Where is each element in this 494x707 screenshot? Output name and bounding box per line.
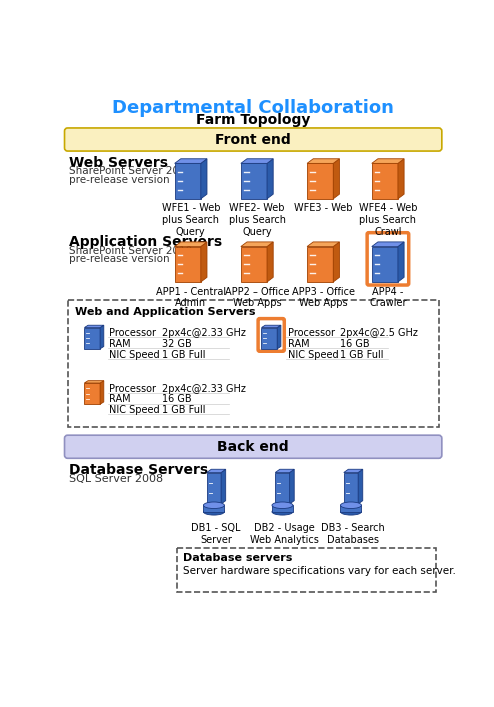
Ellipse shape — [204, 502, 224, 508]
Text: DB1 - SQL
Server: DB1 - SQL Server — [192, 523, 241, 544]
Text: APP3 - Office
Web Apps: APP3 - Office Web Apps — [292, 286, 355, 308]
Text: 2px4c@2.5 GHz: 2px4c@2.5 GHz — [340, 328, 418, 338]
Polygon shape — [372, 247, 398, 282]
Ellipse shape — [272, 502, 293, 508]
Text: Web and Application Servers: Web and Application Servers — [75, 307, 256, 317]
Polygon shape — [333, 242, 339, 282]
Polygon shape — [204, 506, 224, 512]
Text: RAM: RAM — [288, 339, 309, 349]
Text: WFE1 - Web
plus Search
Query: WFE1 - Web plus Search Query — [162, 204, 220, 237]
Ellipse shape — [340, 508, 362, 515]
Text: WFE3 - Web: WFE3 - Web — [294, 204, 353, 214]
Polygon shape — [175, 242, 207, 247]
Text: pre-release version: pre-release version — [69, 255, 170, 264]
Polygon shape — [241, 247, 267, 282]
Polygon shape — [272, 506, 293, 512]
Text: 1 GB Full: 1 GB Full — [162, 405, 205, 415]
Text: Departmental Collaboration: Departmental Collaboration — [112, 99, 394, 117]
Polygon shape — [333, 159, 339, 199]
Text: Processor: Processor — [109, 328, 156, 338]
Text: Farm Topology: Farm Topology — [196, 112, 310, 127]
Text: APP2 – Office
Web Apps: APP2 – Office Web Apps — [225, 286, 289, 308]
Text: Database Servers: Database Servers — [69, 463, 208, 477]
Ellipse shape — [272, 508, 293, 515]
Polygon shape — [277, 325, 281, 349]
Text: SharePoint Server 2010: SharePoint Server 2010 — [69, 246, 192, 256]
Polygon shape — [344, 469, 363, 472]
Polygon shape — [267, 242, 273, 282]
FancyBboxPatch shape — [177, 548, 436, 592]
Text: 16 GB: 16 GB — [162, 395, 191, 404]
Text: DB2 - Usage
Web Analytics: DB2 - Usage Web Analytics — [250, 523, 319, 544]
FancyBboxPatch shape — [65, 128, 442, 151]
Text: 2px4c@2.33 GHz: 2px4c@2.33 GHz — [162, 384, 246, 394]
Text: RAM: RAM — [109, 339, 131, 349]
Polygon shape — [84, 327, 100, 349]
Polygon shape — [307, 247, 333, 282]
Polygon shape — [206, 469, 226, 472]
Text: WFE2- Web
plus Search
Query: WFE2- Web plus Search Query — [229, 204, 286, 237]
Polygon shape — [261, 327, 277, 349]
FancyBboxPatch shape — [65, 436, 442, 458]
Text: NIC Speed: NIC Speed — [109, 405, 160, 415]
Text: 1 GB Full: 1 GB Full — [162, 350, 205, 360]
Text: Database servers: Database servers — [183, 553, 292, 563]
Polygon shape — [372, 163, 398, 199]
FancyBboxPatch shape — [68, 300, 439, 428]
Text: Server hardware specifications vary for each server.: Server hardware specifications vary for … — [183, 566, 456, 576]
Polygon shape — [275, 472, 289, 504]
Text: pre-release version: pre-release version — [69, 175, 170, 185]
Text: Front end: Front end — [215, 132, 291, 146]
Text: SQL Server 2008: SQL Server 2008 — [69, 474, 164, 484]
Text: Web Servers: Web Servers — [69, 156, 168, 170]
Polygon shape — [175, 247, 201, 282]
Text: Application Servers: Application Servers — [69, 235, 222, 249]
Text: NIC Speed: NIC Speed — [109, 350, 160, 360]
Polygon shape — [100, 325, 104, 349]
Text: APP4 -
Crawler: APP4 - Crawler — [369, 286, 407, 308]
Polygon shape — [241, 242, 273, 247]
Text: Processor: Processor — [109, 384, 156, 394]
Text: 32 GB: 32 GB — [162, 339, 191, 349]
Polygon shape — [201, 242, 207, 282]
Ellipse shape — [340, 502, 362, 508]
Polygon shape — [372, 159, 404, 163]
Polygon shape — [307, 159, 339, 163]
Polygon shape — [241, 159, 273, 163]
Text: 1 GB Full: 1 GB Full — [340, 350, 384, 360]
Polygon shape — [398, 242, 404, 282]
Text: RAM: RAM — [109, 395, 131, 404]
Polygon shape — [175, 159, 207, 163]
Polygon shape — [307, 163, 333, 199]
Polygon shape — [261, 325, 281, 327]
Polygon shape — [100, 380, 104, 404]
Text: SharePoint Server 2010: SharePoint Server 2010 — [69, 166, 192, 177]
Polygon shape — [358, 469, 363, 504]
Polygon shape — [340, 506, 362, 512]
Text: Back end: Back end — [217, 440, 289, 454]
Polygon shape — [289, 469, 294, 504]
Polygon shape — [201, 159, 207, 199]
Text: WFE4 - Web
plus Search
Crawl: WFE4 - Web plus Search Crawl — [359, 204, 417, 237]
Text: DB3 - Search
Databases: DB3 - Search Databases — [322, 523, 385, 544]
Text: 2px4c@2.33 GHz: 2px4c@2.33 GHz — [162, 328, 246, 338]
Text: 16 GB: 16 GB — [340, 339, 370, 349]
Ellipse shape — [204, 508, 224, 515]
Polygon shape — [84, 325, 104, 327]
Polygon shape — [175, 163, 201, 199]
Text: Processor: Processor — [288, 328, 335, 338]
Polygon shape — [84, 380, 104, 383]
Polygon shape — [398, 159, 404, 199]
Polygon shape — [221, 469, 226, 504]
Polygon shape — [241, 163, 267, 199]
Text: NIC Speed: NIC Speed — [288, 350, 338, 360]
Polygon shape — [206, 472, 221, 504]
Polygon shape — [372, 242, 404, 247]
Polygon shape — [267, 159, 273, 199]
Text: APP1 - Central
Admin: APP1 - Central Admin — [156, 286, 226, 308]
Polygon shape — [307, 242, 339, 247]
Polygon shape — [344, 472, 358, 504]
Polygon shape — [275, 469, 294, 472]
Polygon shape — [84, 383, 100, 404]
